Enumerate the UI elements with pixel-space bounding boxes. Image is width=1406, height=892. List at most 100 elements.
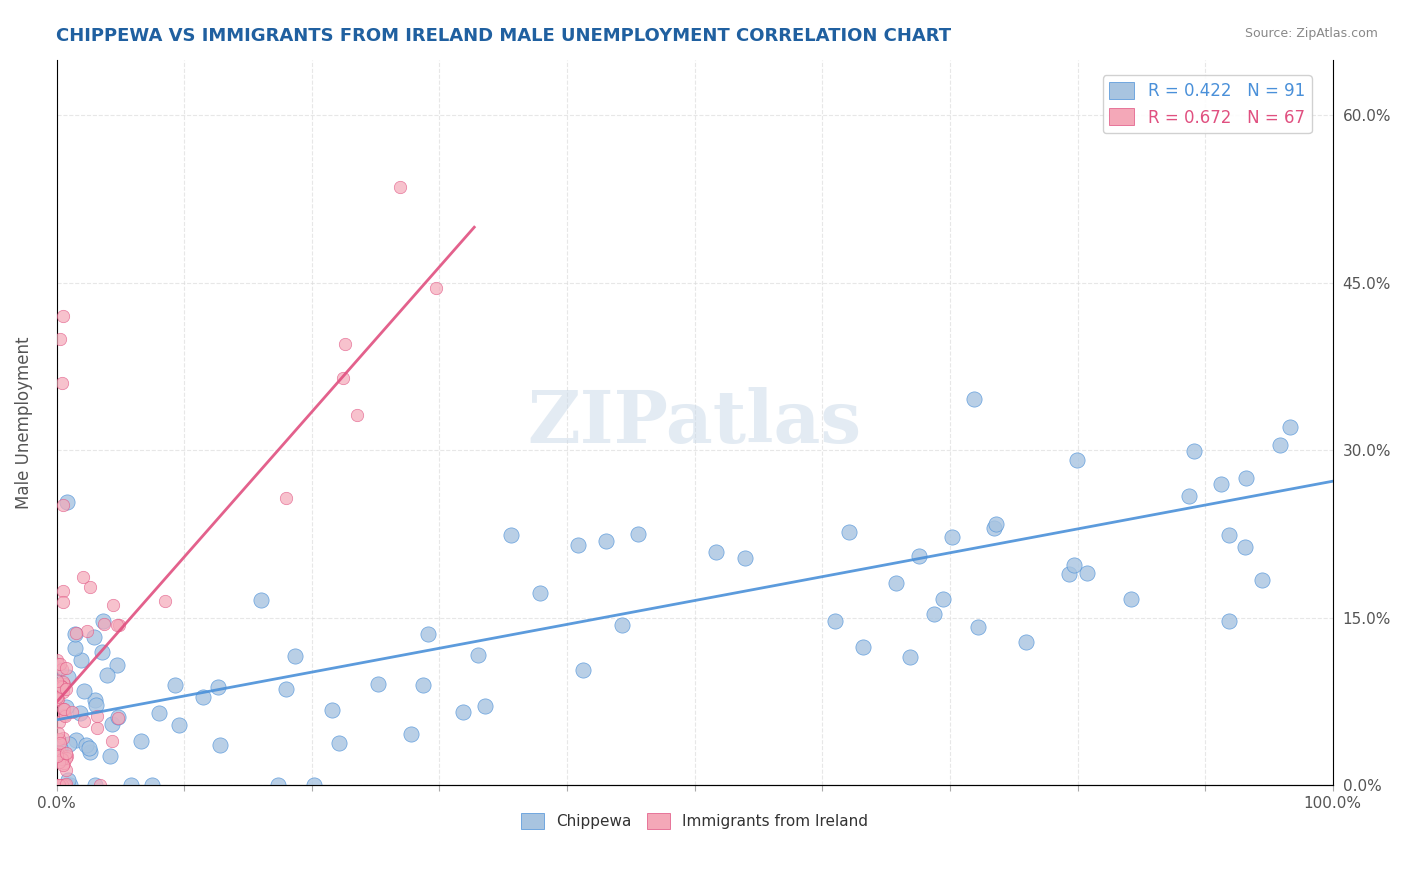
Point [55,661,77,675]
Point [1057,566,1080,581]
Point [52,310,75,324]
Point [48,677,70,691]
Point [399,727,422,741]
Point [1218,614,1240,628]
Point [58,773,80,788]
Point [53,702,76,716]
Point [120,778,142,792]
Point [48,741,70,756]
Point [84,698,107,713]
Point [1234,471,1257,485]
Point [79,580,101,594]
Point [1063,558,1085,572]
Point [83,693,105,707]
Point [1270,438,1292,452]
Point [93,616,115,631]
Point [46,692,69,706]
Point [51,662,73,676]
Point [467,648,489,662]
Point [51,595,73,609]
Point [55,778,77,792]
Point [46,653,69,667]
Point [72,570,94,584]
Point [60,706,83,720]
Point [734,550,756,565]
Point [51,376,73,391]
Point [1251,573,1274,587]
Point [46,657,69,671]
Point [924,607,946,622]
Point [107,710,129,724]
Point [51,752,73,766]
Point [141,778,163,792]
Point [69,653,91,667]
Point [48,732,70,747]
Point [610,618,633,632]
Point [501,528,523,542]
Point [45,690,67,705]
Point [328,736,350,750]
Point [418,627,440,641]
Point [49,748,72,763]
Point [207,680,229,694]
Text: ZIPatlas: ZIPatlas [527,387,862,458]
Point [75,738,97,752]
Point [55,494,77,508]
Point [55,681,77,696]
Point [101,734,124,748]
Point [76,624,98,639]
Point [86,709,108,723]
Point [53,709,76,723]
Point [474,699,496,714]
Point [58,670,80,684]
Point [389,180,412,194]
Point [46,661,69,675]
Point [73,714,96,728]
Point [90,644,112,658]
Point [55,751,77,765]
Point [983,521,1005,535]
Point [1177,489,1199,503]
Point [96,668,118,682]
Point [332,371,354,385]
Point [46,778,69,792]
Point [63,641,86,656]
Point [984,516,1007,531]
Point [65,626,87,640]
Point [91,614,114,628]
Point [55,763,77,777]
Point [153,594,176,608]
Point [52,499,75,513]
Point [851,640,873,655]
Point [941,530,963,544]
Point [105,618,128,632]
Point [55,777,77,791]
Point [1076,566,1098,580]
Point [83,631,105,645]
Point [267,778,290,792]
Point [412,677,434,691]
Point [107,711,129,725]
Text: CHIPPEWA VS IMMIGRANTS FROM IRELAND MALE UNEMPLOYMENT CORRELATION CHART: CHIPPEWA VS IMMIGRANTS FROM IRELAND MALE… [56,27,952,45]
Point [163,678,186,692]
Point [45,674,67,689]
Point [1015,634,1038,648]
Point [1182,443,1205,458]
Point [48,778,70,792]
Point [838,525,860,540]
Point [69,706,91,721]
Point [129,734,152,748]
Point [321,703,343,717]
Point [49,657,72,671]
Point [627,526,650,541]
Point [572,663,595,677]
Point [107,618,129,632]
Point [45,748,67,763]
Point [1234,541,1257,555]
Point [967,620,990,634]
Point [79,741,101,756]
Point [89,778,111,792]
Point [451,705,474,719]
Point [65,733,87,747]
Point [706,545,728,559]
